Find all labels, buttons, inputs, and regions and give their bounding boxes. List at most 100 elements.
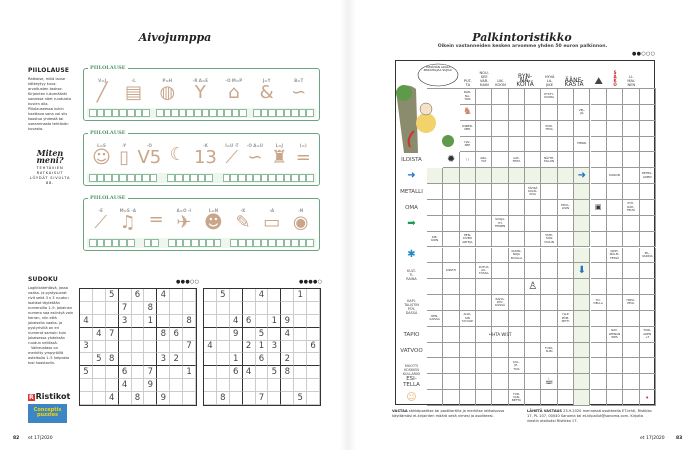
answer-cell[interactable] [427,247,444,264]
answer-cell[interactable] [508,310,526,327]
answer-cell[interactable] [590,152,607,169]
sudoku-empty-cell[interactable] [307,366,320,380]
answer-cell[interactable] [201,109,210,117]
sudoku-empty-cell[interactable] [216,340,230,354]
sudoku-empty-cell[interactable] [294,379,308,393]
sudoku-empty-cell[interactable] [204,314,217,328]
answer-cell[interactable] [245,174,254,182]
sudoku-empty-cell[interactable] [216,366,230,380]
answer-cell[interactable] [557,215,575,232]
answer-cell[interactable] [283,174,292,182]
sudoku-empty-cell[interactable] [204,289,217,302]
answer-cell[interactable] [443,231,460,248]
answer-cell[interactable] [541,279,558,296]
answer-cell[interactable] [459,326,477,343]
sudoku-empty-cell[interactable] [80,289,93,302]
answer-cell[interactable] [590,215,607,232]
answer-cell[interactable] [174,174,183,182]
answer-cell[interactable] [291,239,299,247]
answer-cell[interactable] [623,358,640,375]
sudoku-empty-cell[interactable] [294,366,308,380]
answer-cell[interactable] [104,174,112,182]
answer-cell[interactable] [209,109,217,117]
answer-cell[interactable] [186,109,194,117]
answer-cell[interactable] [253,109,261,117]
answer-cell[interactable] [525,247,542,264]
sudoku-empty-cell[interactable] [92,301,106,315]
sudoku-empty-cell[interactable] [131,301,145,315]
sudoku-empty-cell[interactable] [294,314,308,328]
answer-cell[interactable] [111,174,120,182]
sudoku-empty-cell[interactable] [242,301,256,315]
sudoku-empty-cell[interactable] [183,301,196,315]
answer-cell[interactable] [606,152,624,169]
answer-cell[interactable] [590,136,607,153]
answer-cell[interactable] [623,263,640,280]
answer-cell[interactable] [134,109,143,117]
sudoku-empty-cell[interactable] [229,301,243,315]
answer-cell[interactable] [111,239,120,247]
answer-cell[interactable] [492,104,509,121]
sudoku-empty-cell[interactable] [307,353,320,367]
answer-cell[interactable] [178,109,187,117]
answer-cell[interactable] [443,168,460,185]
answer-cell[interactable] [492,152,509,169]
sudoku-empty-cell[interactable] [242,392,256,405]
answer-cell[interactable] [155,109,164,117]
sudoku-empty-cell[interactable] [242,353,256,367]
answer-cell[interactable] [541,390,558,406]
answer-cell[interactable] [492,199,509,216]
sudoku-empty-cell[interactable] [216,301,230,315]
sudoku-empty-cell[interactable] [92,314,106,328]
sudoku-empty-cell[interactable] [170,379,184,393]
answer-cell[interactable] [590,310,607,327]
sudoku-empty-cell[interactable] [204,366,217,380]
answer-cell[interactable] [606,231,624,248]
answer-cell[interactable] [590,342,607,359]
answer-cell[interactable] [557,263,575,280]
sudoku-empty-cell[interactable] [80,301,93,315]
answer-cell[interactable] [590,358,607,375]
answer-cell[interactable] [476,326,493,343]
answer-cell[interactable] [623,326,640,343]
answer-cell[interactable] [525,104,542,121]
answer-cell[interactable] [476,295,493,311]
answer-cell[interactable] [623,168,640,185]
answer-cell[interactable] [260,109,269,117]
answer-cell[interactable] [268,174,277,182]
answer-cell[interactable] [476,342,493,359]
sudoku-empty-cell[interactable] [204,327,217,341]
sudoku-empty-cell[interactable] [204,379,217,393]
sudoku-empty-cell[interactable] [307,327,320,341]
answer-cell[interactable] [492,247,509,264]
sudoku-empty-cell[interactable] [170,301,184,315]
answer-cell[interactable] [238,174,246,182]
answer-cell[interactable] [557,184,575,200]
answer-cell[interactable] [459,342,477,359]
answer-cell[interactable] [268,109,277,117]
sudoku-empty-cell[interactable] [144,289,158,302]
sudoku-empty-cell[interactable] [80,327,93,341]
sudoku-empty-cell[interactable] [204,353,217,367]
sudoku-empty-cell[interactable] [170,366,184,380]
answer-cell[interactable] [541,136,558,153]
sudoku-empty-cell[interactable] [170,289,184,302]
answer-cell[interactable] [89,239,97,247]
answer-cell[interactable] [639,136,656,153]
answer-cell[interactable] [492,279,509,296]
answer-cell[interactable] [443,390,460,406]
sudoku-empty-cell[interactable] [170,392,184,405]
sudoku-empty-cell[interactable] [255,301,269,315]
answer-cell[interactable] [574,279,591,296]
sudoku-empty-cell[interactable] [255,379,269,393]
sudoku-empty-cell[interactable] [170,340,184,354]
answer-cell[interactable] [623,152,640,169]
sudoku-empty-cell[interactable] [229,379,243,393]
answer-cell[interactable] [459,374,477,391]
answer-cell[interactable] [291,174,299,182]
sudoku-empty-cell[interactable] [229,392,243,405]
answer-cell[interactable] [427,168,444,185]
answer-cell[interactable] [298,109,307,117]
sudoku-empty-cell[interactable] [157,366,171,380]
